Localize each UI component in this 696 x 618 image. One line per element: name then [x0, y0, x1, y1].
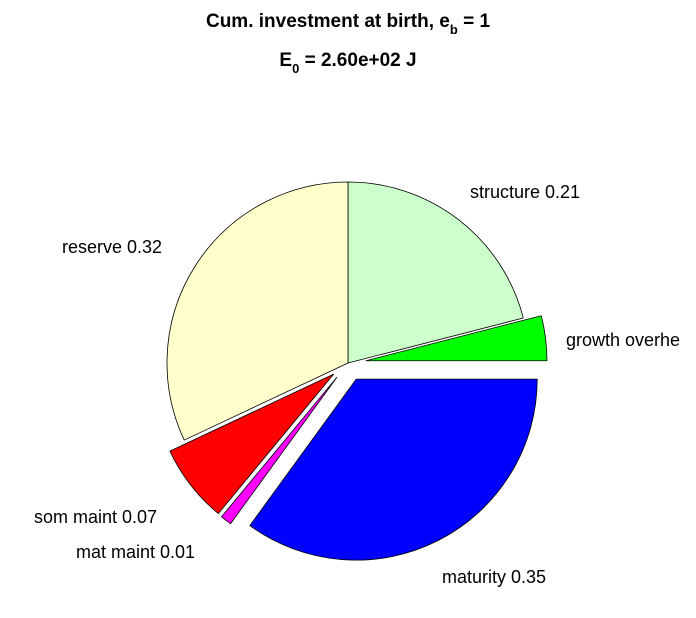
slice-maturity [249, 378, 538, 561]
slice-reserve [166, 181, 349, 441]
chart-title: Cum. investment at birth, eb = 1 [206, 11, 490, 37]
slice-som-maint [169, 373, 335, 514]
label-maturity: maturity 0.35 [442, 567, 546, 587]
slice-mat-maint [221, 376, 338, 525]
label-structure: structure 0.21 [470, 182, 580, 202]
slice-structure [347, 181, 524, 364]
label-som-maint: som maint 0.07 [34, 507, 157, 527]
label-reserve: reserve 0.32 [62, 237, 162, 257]
slice-growth-overhead [365, 315, 548, 362]
label-growth-overhead: growth overhe [566, 330, 680, 350]
label-mat-maint: mat maint 0.01 [76, 542, 195, 562]
pie-labels: structure 0.21 growth overhe maturity 0.… [34, 182, 680, 587]
chart-subtitle: E0 = 2.60e+02 J [279, 50, 416, 76]
pie-slices [166, 181, 548, 561]
